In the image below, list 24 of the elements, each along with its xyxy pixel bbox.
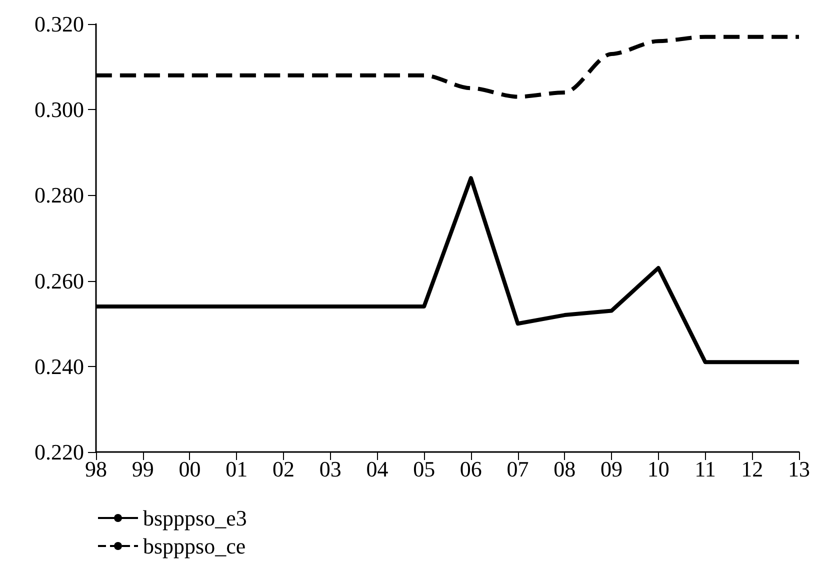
y-tick-label: 0.260 xyxy=(34,268,84,294)
y-tick-label: 0.280 xyxy=(34,182,84,208)
x-tick-label: 11 xyxy=(694,456,716,482)
x-tick-label: 07 xyxy=(506,456,529,482)
y-tick-label: 0.300 xyxy=(34,97,84,122)
x-tick-label: 01 xyxy=(226,456,248,482)
x-tick-label: 04 xyxy=(366,456,388,482)
y-tick-label: 0.240 xyxy=(34,354,84,379)
legend-label: bspppso_ce xyxy=(143,534,246,558)
y-tick-label: 0.220 xyxy=(34,440,84,464)
x-tick-label: 00 xyxy=(178,456,201,482)
x-tick-label: 98 xyxy=(85,456,107,482)
x-tick-label: 03 xyxy=(319,456,342,482)
legend-label: bspppso_e3 xyxy=(143,506,247,530)
x-tick-label: 05 xyxy=(413,456,436,482)
x-tick-label: 12 xyxy=(741,456,764,482)
x-tick-label: 08 xyxy=(554,456,576,482)
x-tick-label: 13 xyxy=(788,456,810,482)
x-tick-label: 99 xyxy=(132,456,154,482)
x-tick-label: 09 xyxy=(600,456,623,482)
y-tick-label: 0.320 xyxy=(34,12,84,36)
x-tick-label: 02 xyxy=(272,456,294,482)
x-tick-label: 10 xyxy=(647,456,670,482)
x-tick-label: 06 xyxy=(460,456,482,482)
